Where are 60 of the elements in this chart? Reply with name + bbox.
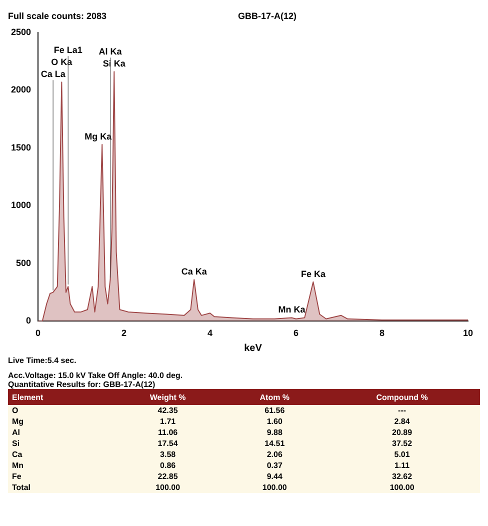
- annotation: Ca La: [40, 69, 66, 80]
- category-label: Si: [12, 439, 20, 448]
- y-tick-label: 2500: [10, 26, 32, 37]
- category-label: Mn: [12, 461, 24, 470]
- category-label: Compound %: [375, 392, 429, 404]
- text: 1.60: [266, 417, 282, 426]
- y-tick-label: 1500: [10, 142, 32, 152]
- category-label: Element: [11, 392, 44, 404]
- text: ---: [398, 406, 406, 415]
- text: 0.86: [160, 461, 176, 470]
- category-label: Weight %: [148, 392, 187, 404]
- text: 37.52: [392, 439, 412, 448]
- text: 61.56: [264, 406, 285, 415]
- x-axis-title: keV: [244, 342, 262, 354]
- text: 1.11: [394, 461, 410, 470]
- chart-title: GBB-17-A(12): [238, 11, 297, 21]
- text: 20.89: [392, 428, 412, 437]
- text: 3.58: [160, 450, 176, 459]
- text: 11.06: [158, 428, 178, 437]
- text: 14.51: [264, 439, 285, 448]
- annotation: Al Ka: [98, 46, 123, 57]
- x-tick-label: 4: [208, 328, 213, 338]
- text: 0.37: [266, 461, 282, 470]
- text: 17.54: [158, 439, 178, 448]
- x-tick-label: 2: [122, 328, 127, 338]
- text: 100.00: [262, 483, 287, 492]
- annotation: Ca Ka: [181, 266, 208, 277]
- text: 100.00: [156, 483, 180, 492]
- text: Quantitative Results for: GBB-17-A(12): [8, 380, 156, 389]
- text: 2.06: [266, 450, 282, 459]
- y-tick-label: 0: [26, 316, 32, 326]
- text: 2.84: [394, 417, 410, 426]
- annotation: Fe La1: [54, 45, 82, 56]
- y-tick-label: 500: [16, 258, 32, 268]
- category-label: Al: [12, 428, 20, 437]
- x-tick-label: 0: [36, 328, 41, 338]
- x-tick-label: 10: [462, 328, 474, 338]
- category-label: Mg: [12, 417, 24, 426]
- text: Acc.Voltage: 15.0 kV Take Off Angle: 40.0 deg.: [8, 371, 184, 380]
- text: 22.85: [158, 472, 178, 481]
- text: 32.62: [392, 472, 412, 481]
- category-label: Atom %: [258, 392, 291, 404]
- annotation: Mn Ka: [278, 304, 306, 315]
- y-tick-label: 2000: [10, 84, 32, 95]
- x-tick-label: 8: [379, 328, 385, 338]
- text: 9.44: [266, 472, 282, 481]
- category-label: Total: [12, 483, 31, 492]
- text: 1.71: [160, 417, 176, 426]
- text: 9.88: [266, 428, 282, 437]
- x-tick-label: 6: [294, 328, 299, 338]
- text: Full scale counts: 2083: [8, 11, 108, 21]
- y-tick-label: 1000: [10, 200, 32, 210]
- category-label: O: [12, 406, 18, 415]
- text: Live Time:5.4 sec.: [8, 356, 78, 365]
- category-label: Ca: [12, 450, 22, 459]
- text: 100.00: [390, 483, 414, 492]
- text: 42.35: [158, 406, 178, 415]
- category-label: Fe: [12, 472, 22, 481]
- text: 5.01: [394, 450, 410, 459]
- annotation: Fe Ka: [300, 268, 326, 279]
